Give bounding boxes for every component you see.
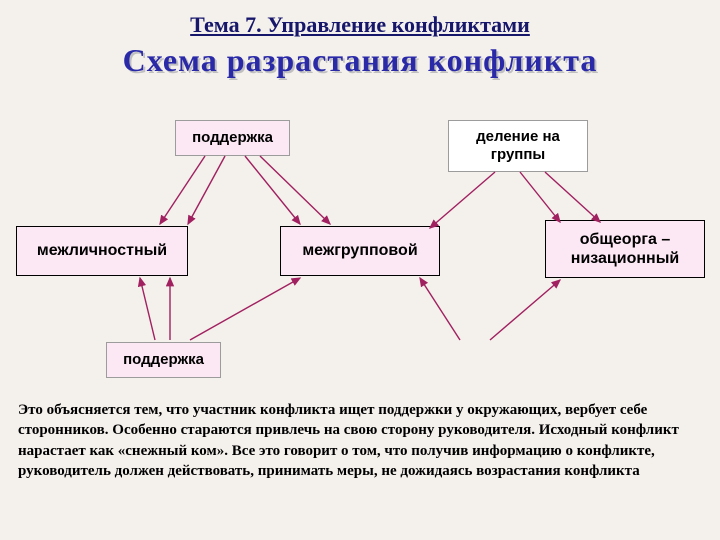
topic-title: Тема 7. Управление конфликтами xyxy=(0,0,720,38)
arrow-4 xyxy=(430,172,495,228)
box-division: деление на группы xyxy=(448,120,588,172)
box-support_bot: поддержка xyxy=(106,342,221,378)
box-support_top: поддержка xyxy=(175,120,290,156)
arrow-6 xyxy=(545,172,600,222)
box-interpersonal: межличностный xyxy=(16,226,188,276)
explanation-paragraph: Это объясняется тем, что участник конфли… xyxy=(18,400,702,481)
box-intergroup: межгрупповой xyxy=(280,226,440,276)
arrow-5 xyxy=(520,172,560,222)
box-org: общеорга – низационный xyxy=(545,220,705,278)
arrow-0 xyxy=(160,156,205,224)
arrow-11 xyxy=(490,280,560,340)
arrow-10 xyxy=(420,278,460,340)
arrow-3 xyxy=(260,156,330,224)
arrow-9 xyxy=(190,278,300,340)
arrow-7 xyxy=(140,278,155,340)
arrow-2 xyxy=(245,156,300,224)
main-title: Схема разрастания конфликта xyxy=(0,42,720,79)
arrow-1 xyxy=(188,156,225,224)
